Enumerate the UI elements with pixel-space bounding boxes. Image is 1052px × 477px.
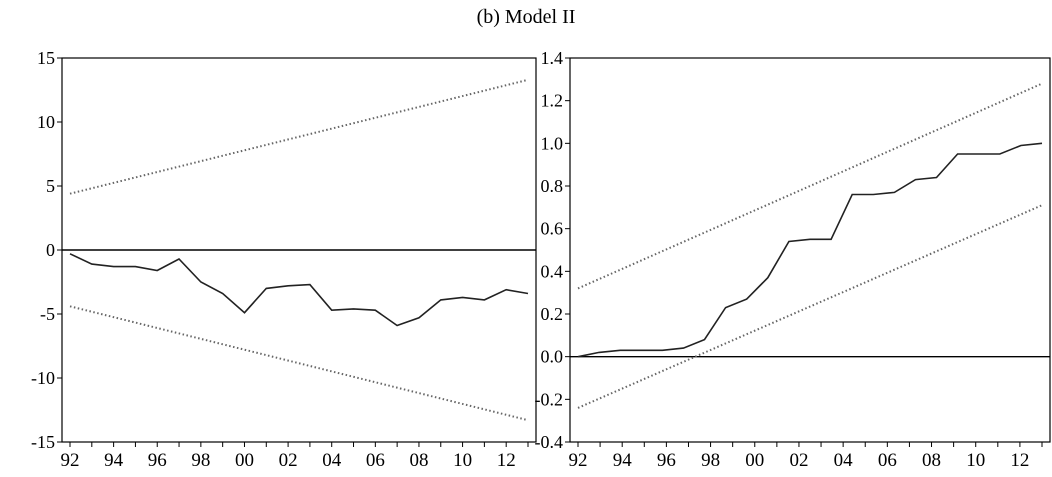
x-tick-label: 94 [104, 450, 124, 471]
statistic-line [577, 142, 1043, 358]
x-tick-label: 04 [834, 450, 854, 471]
y-tick-label: 0.8 [541, 176, 564, 196]
upper-bound-line [69, 78, 529, 195]
y-tick-label: -0.2 [535, 389, 564, 409]
x-tick-label: 12 [1010, 450, 1029, 471]
x-tick-label: 10 [453, 450, 472, 471]
x-tick-label: 08 [409, 450, 428, 471]
y-tick-label: 0.6 [541, 219, 564, 239]
y-tick-label: -0.4 [535, 432, 564, 452]
plot-frame [569, 57, 1051, 443]
x-tick-label: 96 [657, 450, 676, 471]
y-tick-label: -10 [31, 368, 55, 388]
upper-bound-line [577, 82, 1043, 290]
x-tick-label: 98 [191, 450, 210, 471]
x-tick-label: 00 [745, 450, 764, 471]
x-tick-label: 02 [789, 450, 808, 471]
y-tick-label: 0 [46, 240, 55, 260]
x-tick-label: 02 [279, 450, 298, 471]
lower-bound-line [577, 204, 1043, 409]
chart-panel-left: 15 10 5 0 -5 -10 -15 92 94 96 98 00 02 04 06 08 10 12 [31, 48, 537, 471]
x-tick-label: 96 [148, 450, 167, 471]
x-tick-label: 08 [922, 450, 941, 471]
y-tick-label: 0.2 [541, 304, 564, 324]
y-tick-label: 0.0 [541, 347, 564, 367]
y-tick-label: 15 [37, 48, 55, 68]
x-tick-label: 00 [235, 450, 254, 471]
x-tick-label: 06 [366, 450, 385, 471]
y-tick-label: 10 [37, 112, 55, 132]
x-tick-label: 12 [497, 450, 516, 471]
y-tick-label: -5 [40, 304, 55, 324]
x-tick-label: 92 [61, 450, 80, 471]
y-tick-label: 1.4 [541, 48, 564, 68]
x-tick-label: 10 [966, 450, 985, 471]
x-tick-label: 98 [701, 450, 720, 471]
chart-panel-right: 1.4 1.2 1.0 0.8 0.6 0.4 0.2 0.0 -0.2 -0.492 94 96 98… [535, 48, 1051, 471]
x-tick-label: 94 [613, 450, 633, 471]
figure-title: (b) Model II [476, 6, 576, 28]
y-tick-label: 0.4 [541, 261, 564, 281]
y-tick-label: 5 [46, 176, 55, 196]
y-tick-label: -15 [31, 432, 55, 452]
statistic-line [69, 253, 529, 327]
y-tick-label: 1.2 [541, 91, 564, 111]
y-tick-label: 1.0 [541, 133, 564, 153]
x-tick-label: 92 [569, 450, 588, 471]
lower-bound-line [69, 305, 529, 422]
x-tick-label: 04 [322, 450, 342, 471]
x-tick-label: 06 [878, 450, 897, 471]
